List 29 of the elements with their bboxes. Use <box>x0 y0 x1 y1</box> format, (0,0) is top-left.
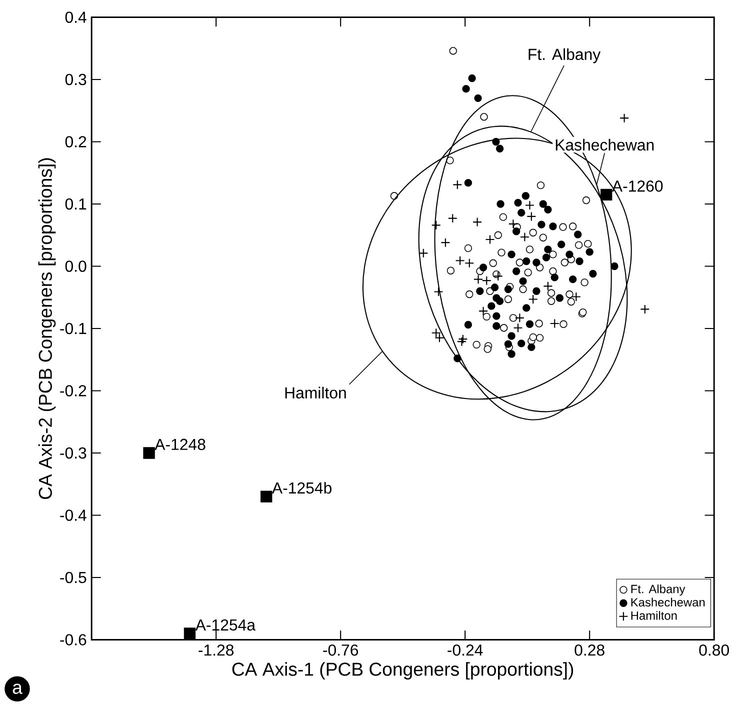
y-tick-label: 0.4 <box>65 12 86 23</box>
y-tick-label: 0.0 <box>65 260 86 272</box>
y-tick-label: 0.1 <box>65 198 86 210</box>
annotation: A-1254a <box>195 619 256 631</box>
x-tick-label: -0.24 <box>448 644 483 656</box>
y-tick-label: -0.4 <box>60 510 86 521</box>
x-axis-title: CA Axis-1 (PCB Congeners [proportions]) <box>232 662 574 680</box>
x-tick-label: -1.28 <box>198 644 234 656</box>
annotation: A-1254b <box>272 482 332 494</box>
legend-label: Hamilton <box>631 611 677 620</box>
y-tick-label: -0.6 <box>60 634 86 646</box>
x-tick-label: 0.28 <box>574 644 604 656</box>
y-tick-label: 0.3 <box>65 74 86 86</box>
y-tick-label: -0.1 <box>60 322 86 334</box>
text: a <box>12 684 22 694</box>
legend-label: Kashechewan <box>631 598 705 607</box>
annotation: A-1260 <box>612 180 663 192</box>
x-tick-label: -0.76 <box>323 644 358 656</box>
y-tick-label: -0.2 <box>60 385 86 396</box>
x-tick-label: 0.80 <box>699 644 729 656</box>
annotation: Ft. Albany <box>528 48 601 64</box>
y-tick-label: -0.3 <box>60 447 86 459</box>
annotation: Hamilton <box>285 386 346 399</box>
y-tick-label: 0.2 <box>65 136 86 148</box>
y-axis-title: CA Axis-2 (PCB Congeners [proportions]) <box>38 158 56 500</box>
annotation: Kashechewan <box>556 139 654 151</box>
annotation: A-1248 <box>154 438 206 450</box>
legend-label: Ft. Albany <box>631 584 686 596</box>
y-tick-label: -0.5 <box>60 572 86 584</box>
